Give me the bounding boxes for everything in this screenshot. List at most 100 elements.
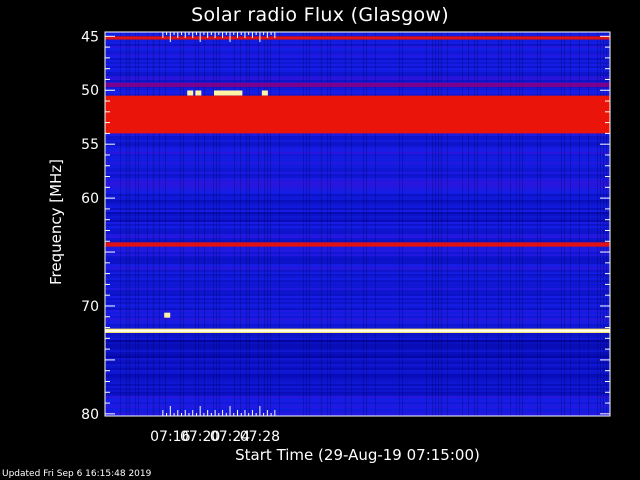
heatmap-row	[105, 194, 610, 196]
heatmap-row	[105, 80, 610, 82]
heatmap-row	[105, 406, 610, 408]
heatmap-row	[105, 142, 610, 144]
heatmap-streak	[597, 32, 598, 416]
heatmap-streak	[510, 32, 511, 416]
heatmap-streak	[258, 32, 259, 416]
heatmap-row	[105, 274, 610, 276]
heatmap-row	[105, 256, 610, 258]
heatmap-row	[105, 162, 610, 164]
y-tick-label: 80	[81, 407, 99, 423]
heatmap-row	[105, 366, 610, 368]
heatmap-row	[105, 340, 610, 342]
heatmap-row	[105, 290, 610, 292]
heatmap-streak	[351, 32, 352, 416]
intensity-band	[105, 242, 610, 247]
heatmap-row	[105, 92, 610, 94]
burst-mark	[225, 90, 232, 96]
heatmap-row	[105, 138, 610, 140]
burst-mark	[217, 90, 224, 96]
heatmap-row	[105, 202, 610, 204]
heatmap-row	[105, 306, 610, 308]
heatmap-row	[105, 74, 610, 76]
heatmap-streak	[537, 32, 538, 416]
heatmap-row	[105, 246, 610, 248]
y-tick-label: 60	[81, 191, 99, 207]
heatmap-row	[105, 206, 610, 208]
heatmap-row	[105, 224, 610, 226]
heatmap-row	[105, 180, 610, 182]
heatmap-row	[105, 338, 610, 340]
heatmap-streak	[147, 32, 148, 416]
heatmap-streak	[600, 32, 601, 416]
heatmap-row	[105, 260, 610, 262]
intensity-band	[105, 95, 610, 134]
heatmap-row	[105, 44, 610, 46]
heatmap-row	[105, 76, 610, 78]
heatmap-streak	[588, 32, 589, 416]
heatmap-row	[105, 280, 610, 282]
heatmap-row	[105, 292, 610, 294]
y-tick-label: 55	[81, 137, 99, 153]
heatmap-row	[105, 294, 610, 296]
x-axis-label: Start Time (29-Aug-19 07:15:00)	[235, 446, 480, 464]
heatmap-row	[105, 158, 610, 160]
heatmap-row	[105, 362, 610, 364]
heatmap-row	[105, 312, 610, 314]
heatmap-streak	[216, 32, 217, 416]
heatmap-row	[105, 220, 610, 222]
heatmap-row	[105, 352, 610, 354]
intensity-band	[105, 36, 610, 40]
heatmap-row	[105, 400, 610, 402]
heatmap-row	[105, 228, 610, 230]
heatmap-row	[105, 62, 610, 64]
heatmap-streak	[345, 32, 346, 416]
heatmap-row	[105, 230, 610, 232]
chart-title: Solar radio Flux (Glasgow)	[191, 4, 449, 26]
heatmap-streak	[477, 32, 478, 416]
heatmap-row	[105, 252, 610, 254]
heatmap-streak	[120, 32, 121, 416]
heatmap-row	[105, 286, 610, 288]
heatmap-row	[105, 410, 610, 412]
heatmap-row	[105, 48, 610, 50]
heatmap-row	[105, 390, 610, 392]
heatmap-row	[105, 66, 610, 68]
heatmap-row	[105, 384, 610, 386]
heatmap-row	[105, 300, 610, 302]
heatmap-streak	[138, 32, 139, 416]
heatmap-streak	[309, 32, 310, 416]
heatmap-row	[105, 188, 610, 190]
heatmap-row	[105, 154, 610, 156]
heatmap-row	[105, 148, 610, 150]
heatmap-row	[105, 334, 610, 336]
heatmap-row	[105, 164, 610, 166]
heatmap-row	[105, 50, 610, 52]
heatmap-row	[105, 412, 610, 414]
y-tick-label: 50	[81, 83, 99, 99]
heatmap-row	[105, 360, 610, 362]
x-tick-label: 07:24	[210, 429, 250, 445]
heatmap-streak	[234, 32, 235, 416]
heatmap-streak	[522, 32, 523, 416]
y-tick-label: 45	[81, 29, 99, 45]
heatmap-row	[105, 268, 610, 270]
heatmap-row	[105, 262, 610, 264]
heatmap-row	[105, 372, 610, 374]
heatmap-row	[105, 346, 610, 348]
heatmap-row	[105, 308, 610, 310]
y-axis-label: Frequency [MHz]	[47, 158, 65, 286]
heatmap-streak	[363, 32, 364, 416]
heatmap-row	[105, 146, 610, 148]
heatmap-row	[105, 192, 610, 194]
heatmap-streak	[474, 32, 475, 416]
heatmap-row	[105, 216, 610, 218]
heatmap-row	[105, 250, 610, 252]
heatmap-row	[105, 140, 610, 142]
heatmap-row	[105, 218, 610, 220]
heatmap-row	[105, 378, 610, 380]
heatmap-streak	[366, 32, 367, 416]
heatmap-row	[105, 404, 610, 406]
heatmap-row	[105, 232, 610, 234]
heatmap-row	[105, 396, 610, 398]
